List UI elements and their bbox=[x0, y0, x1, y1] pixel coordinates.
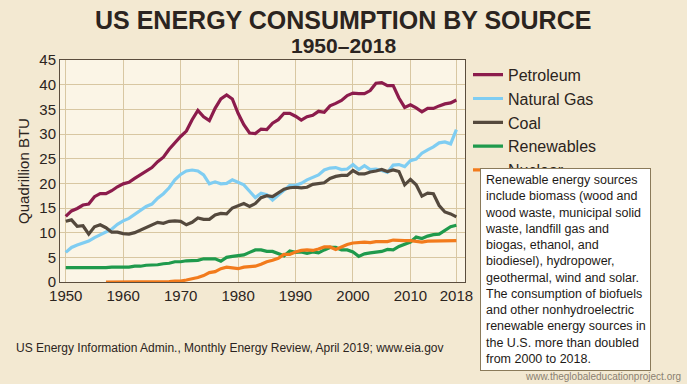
svg-text:Nuclear: Nuclear bbox=[508, 162, 564, 179]
svg-text:1960: 1960 bbox=[107, 287, 140, 304]
svg-text:40: 40 bbox=[39, 76, 56, 93]
svg-text:1950: 1950 bbox=[49, 287, 82, 304]
svg-text:1980: 1980 bbox=[221, 287, 254, 304]
svg-text:15: 15 bbox=[39, 199, 56, 216]
svg-text:2000: 2000 bbox=[336, 287, 369, 304]
svg-text:25: 25 bbox=[39, 150, 56, 167]
svg-text:US Energy Information Admin.,: US Energy Information Admin., Monthly En… bbox=[16, 341, 444, 355]
svg-text:1990: 1990 bbox=[279, 287, 312, 304]
svg-text:Natural Gas: Natural Gas bbox=[508, 91, 593, 108]
svg-text:35: 35 bbox=[39, 101, 56, 118]
svg-text:0: 0 bbox=[48, 273, 56, 290]
svg-text:2018: 2018 bbox=[440, 287, 473, 304]
svg-text:10: 10 bbox=[39, 224, 56, 241]
svg-text:US ENERGY CONSUMPTION BY SOURC: US ENERGY CONSUMPTION BY SOURCE bbox=[95, 6, 591, 34]
svg-text:2010: 2010 bbox=[394, 287, 427, 304]
svg-text:30: 30 bbox=[39, 125, 56, 142]
svg-text:20: 20 bbox=[39, 175, 56, 192]
svg-text:www.theglobaleducationproject.: www.theglobaleducationproject.org bbox=[525, 371, 681, 382]
svg-text:Renewables: Renewables bbox=[508, 138, 596, 155]
svg-text:Petroleum: Petroleum bbox=[508, 67, 581, 84]
svg-text:1970: 1970 bbox=[164, 287, 197, 304]
svg-text:45: 45 bbox=[39, 51, 56, 68]
svg-text:Quadrillion BTU: Quadrillion BTU bbox=[15, 118, 32, 224]
svg-text:Coal: Coal bbox=[508, 115, 541, 132]
svg-text:5: 5 bbox=[48, 249, 56, 266]
svg-text:1950–2018: 1950–2018 bbox=[291, 34, 396, 57]
svg-text:Renewable energy sourcesinclud: Renewable energy sourcesinclude biomass … bbox=[485, 173, 646, 366]
